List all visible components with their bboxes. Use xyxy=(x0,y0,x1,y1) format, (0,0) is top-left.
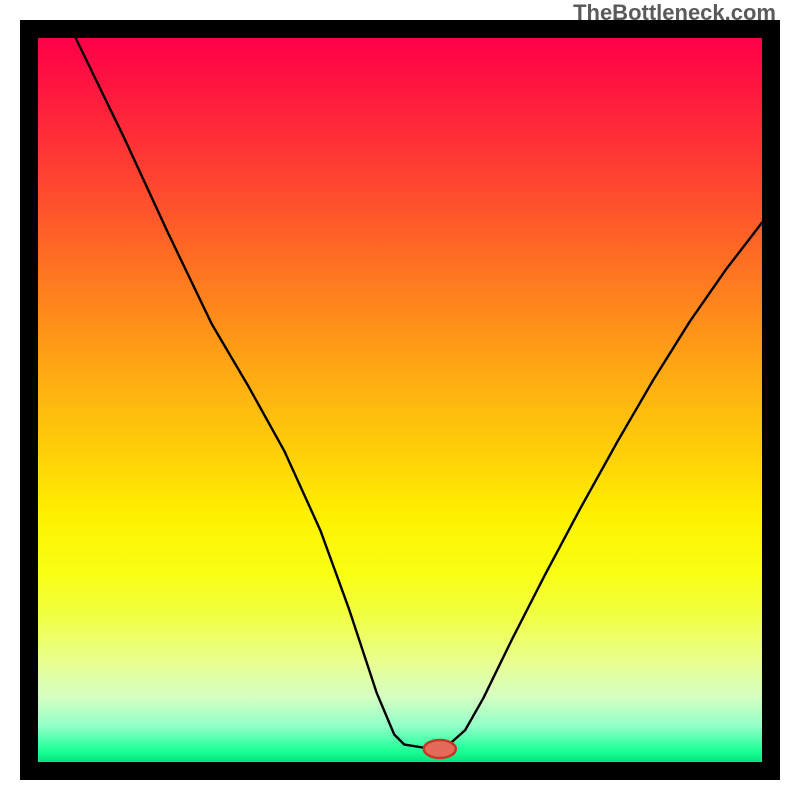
gradient-background xyxy=(38,38,762,762)
chart-root: TheBottleneck.com xyxy=(0,0,800,800)
optimal-point-marker xyxy=(424,740,456,758)
bottleneck-chart-svg xyxy=(0,0,800,800)
